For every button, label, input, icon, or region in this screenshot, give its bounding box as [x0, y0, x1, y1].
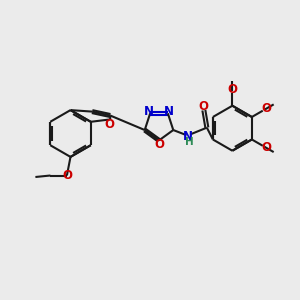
- Text: O: O: [227, 83, 237, 96]
- Text: N: N: [144, 105, 154, 118]
- Text: O: O: [154, 137, 164, 151]
- Text: H: H: [185, 137, 194, 147]
- Text: O: O: [261, 102, 271, 115]
- Text: O: O: [62, 169, 73, 182]
- Text: O: O: [261, 141, 271, 154]
- Text: N: N: [183, 130, 193, 143]
- Text: O: O: [105, 118, 115, 131]
- Text: N: N: [164, 105, 174, 118]
- Text: O: O: [199, 100, 209, 112]
